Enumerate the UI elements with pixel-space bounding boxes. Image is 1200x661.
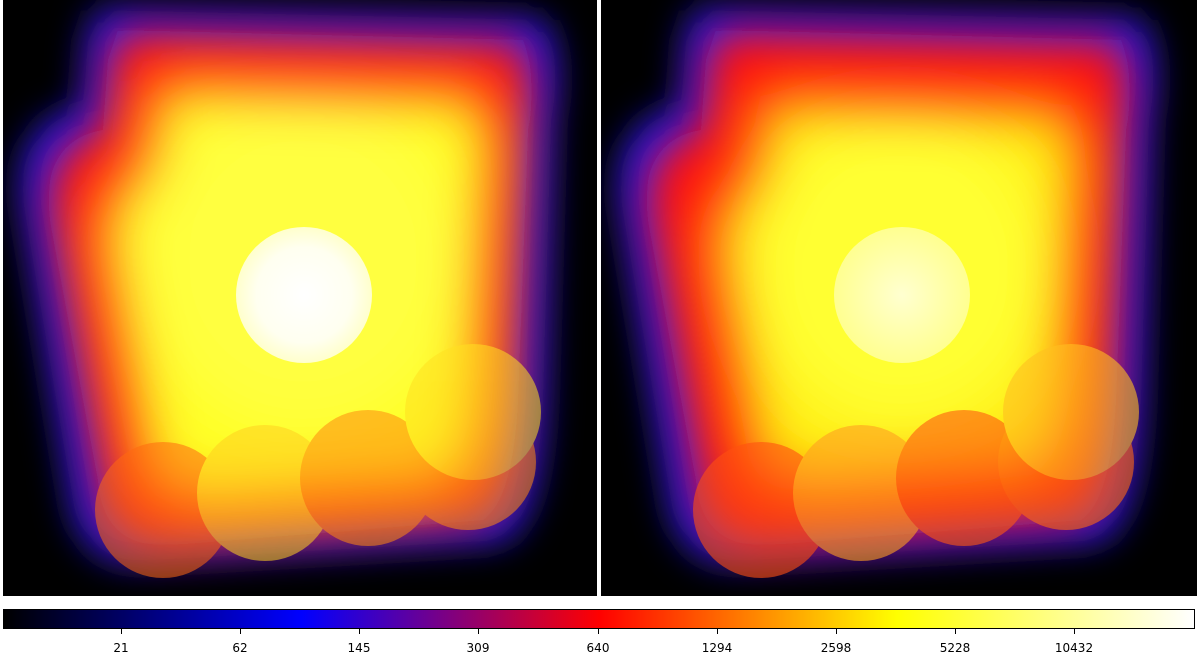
colorbar-tick [836,629,837,634]
pointing-circles [95,344,541,578]
colorbar-tick-label: 10432 [1054,641,1094,655]
right-exposure-map [620,10,1154,578]
colorbar-tick [121,629,122,634]
colorbar-tick-label: 309 [466,641,490,655]
colorbar-tick-label: 145 [347,641,371,655]
pointing-circles-right [693,344,1139,578]
colorbar-tick-label: 5228 [939,641,971,655]
colorbar-tick-label: 62 [232,641,248,655]
colorbar-tick-label: 21 [113,641,129,655]
left-image-panel [3,0,597,596]
panel-divider [597,0,601,596]
left-exposure-map [22,10,556,578]
central-bright-circle [236,227,372,363]
colorbar [3,609,1195,629]
colorbar-tick [478,629,479,634]
colorbar-tick-label: 640 [586,641,610,655]
colorbar-tick [717,629,718,634]
central-bright-circle-right [834,227,970,363]
colorbar-ticks: 21 62 145 309 640 1294 2598 5228 10432 [3,629,1195,659]
right-image-panel [601,0,1197,596]
colorbar-tick [955,629,956,634]
colorbar-tick [598,629,599,634]
colorbar-tick [1074,629,1075,634]
colorbar-tick-label: 1294 [701,641,733,655]
colorbar-tick-label: 2598 [820,641,852,655]
colorbar-tick [359,629,360,634]
colorbar-tick [240,629,241,634]
